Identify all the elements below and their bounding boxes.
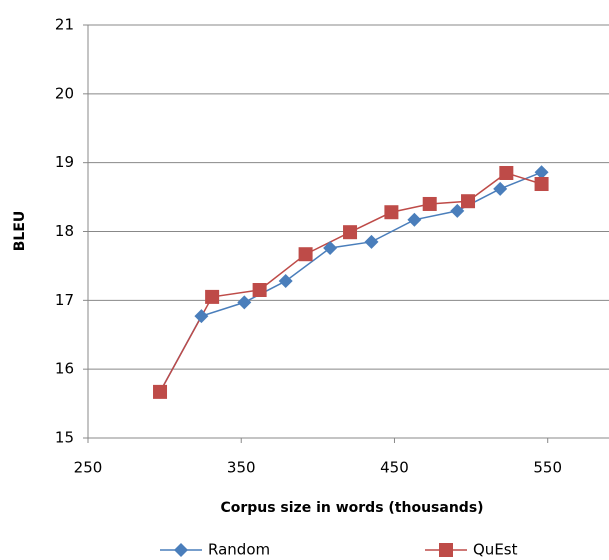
y-axis-title: BLEU xyxy=(12,211,28,252)
data-point xyxy=(205,289,220,304)
data-point xyxy=(461,194,476,209)
y-tick-label: 16 xyxy=(55,360,74,378)
data-point xyxy=(493,181,508,196)
legend-label: QuEst xyxy=(473,541,518,559)
series-line xyxy=(159,172,542,393)
y-tick-label: 18 xyxy=(55,222,74,240)
data-point xyxy=(153,384,168,399)
y-tick-label: 20 xyxy=(55,84,74,102)
data-point xyxy=(534,165,549,180)
y-tick-label: 19 xyxy=(55,153,74,171)
data-point xyxy=(237,295,252,310)
y-tick-label: 21 xyxy=(55,16,74,34)
data-point xyxy=(298,247,313,262)
data-point xyxy=(499,165,514,180)
data-point xyxy=(384,205,399,220)
x-axis-title: Corpus size in words (thousands) xyxy=(220,500,483,516)
x-tick-label: 550 xyxy=(533,459,562,477)
legend-marker xyxy=(439,543,453,557)
legend-marker xyxy=(174,543,188,557)
data-point xyxy=(323,241,338,256)
data-point xyxy=(343,225,358,240)
data-point xyxy=(534,177,549,192)
data-point xyxy=(407,212,422,227)
legend-label: Random xyxy=(208,541,270,559)
data-point xyxy=(364,234,379,249)
data-point xyxy=(252,283,267,298)
series-line xyxy=(159,171,542,393)
x-tick-label: 450 xyxy=(380,459,409,477)
y-tick-label: 15 xyxy=(55,429,74,447)
data-point xyxy=(422,196,437,211)
x-tick-label: 350 xyxy=(227,459,256,477)
y-tick-label: 17 xyxy=(55,291,74,309)
data-point xyxy=(194,309,209,324)
x-tick-label: 250 xyxy=(74,459,103,477)
data-point xyxy=(450,203,465,218)
data-point xyxy=(278,274,293,289)
